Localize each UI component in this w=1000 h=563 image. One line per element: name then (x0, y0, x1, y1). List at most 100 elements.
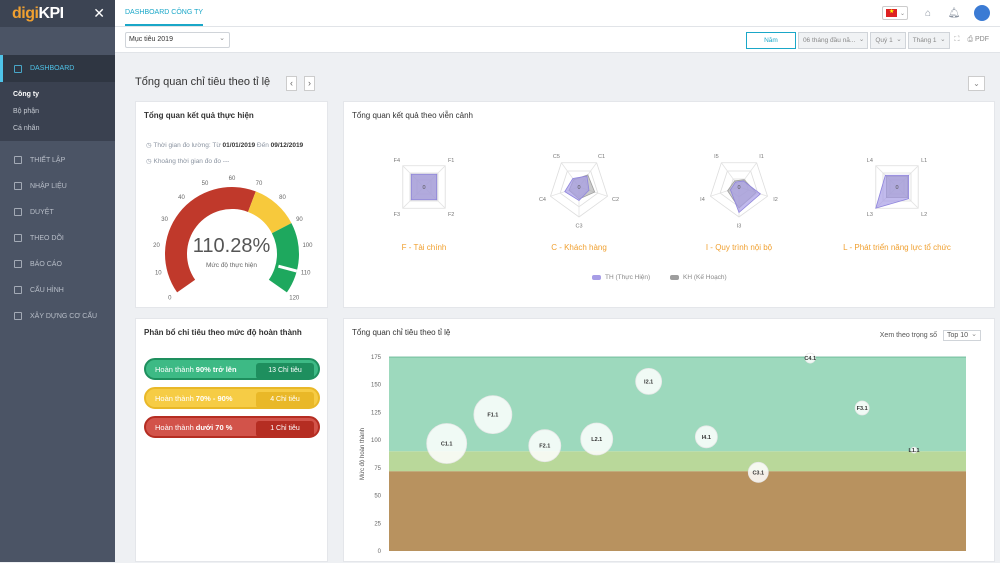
bubble-point (747, 461, 769, 483)
sidebar: digiKPI ✕ DASHBOARD Công ty Bộ phận Cá n… (0, 0, 115, 562)
fullscreen-icon[interactable]: ⛶ (954, 36, 960, 43)
y-tick-label: 150 (371, 383, 382, 389)
org-icon (14, 312, 22, 320)
sidebar-item-structure[interactable]: XÂY DỰNG CƠ CẤU (0, 303, 115, 329)
bubble-label: L2.1 (591, 437, 602, 443)
y-tick-label: 50 (374, 494, 381, 500)
radar-grid (709, 162, 769, 218)
completion-row[interactable]: Hoàn thành 70% - 90% 4 Chỉ tiêu (144, 387, 320, 409)
period-type-button[interactable]: Năm (745, 32, 796, 49)
bubble-point (635, 367, 663, 395)
completion-range: 70% - 90% (195, 393, 233, 403)
radar-series-th (875, 174, 910, 209)
completion-label: Hoàn thành (155, 364, 194, 374)
range-select[interactable]: 06 tháng đầu nă... (797, 32, 869, 49)
subnav-personal[interactable]: Cá nhân (13, 125, 40, 132)
gauge-tick-label: 100 (302, 243, 313, 249)
completion-count: 1 Chỉ tiêu (256, 421, 314, 437)
radar-center-label: 0 (577, 185, 580, 191)
radar-axis-label: L1 (921, 158, 927, 164)
measure-period: ◷ Thời gian đo lường: Từ 01/01/2019 Đến … (146, 142, 304, 149)
section-title: Tổng quan chỉ tiêu theo tỉ lệ (135, 76, 271, 88)
bell-icon[interactable]: 🔔︎ (947, 7, 961, 19)
top-select[interactable]: Top 10 (942, 330, 981, 341)
gauge-tick-label: 70 (256, 181, 263, 187)
gauge-band-green (268, 223, 299, 293)
month-select[interactable]: Tháng 1 (907, 32, 950, 49)
sidebar-item-config[interactable]: CẤU HÌNH (0, 277, 115, 303)
next-arrow-button[interactable]: › (304, 76, 315, 91)
bubble-label: C1.1 (441, 441, 453, 447)
report-icon (14, 260, 22, 268)
gauge-tick-label: 40 (178, 195, 185, 201)
sidebar-item-input[interactable]: NHẬP LIỆU (0, 173, 115, 199)
threshold-band (389, 451, 966, 472)
radar-series-th (564, 175, 590, 202)
legend-swatch (592, 275, 601, 280)
legend-kh: KH (Kế Hoạch) (670, 274, 727, 281)
eye-icon (14, 234, 22, 242)
sidebar-item-dashboard[interactable]: DASHBOARD (0, 55, 115, 82)
completion-row[interactable]: Hoàn thành dưới 70 % 1 Chỉ tiêu (144, 416, 320, 438)
bubble-label: F3.1 (857, 406, 868, 412)
radar-series-th (729, 180, 762, 214)
gauge-card-title: Tổng quan kết quả thực hiện (144, 111, 254, 120)
prev-arrow-button[interactable]: ‹ (286, 76, 297, 91)
bubble-label: C4.1 (804, 356, 816, 362)
y-tick-label: 75 (374, 466, 381, 472)
dashboard-icon (14, 64, 22, 73)
language-select[interactable]: ⌄ (882, 6, 908, 20)
radar-grid (559, 170, 599, 208)
radar-series-th (410, 173, 438, 201)
threshold-band (389, 357, 966, 452)
bubble-point (426, 423, 468, 464)
completion-count: 4 Chỉ tiêu (256, 392, 314, 408)
radar-card-title: Tổng quan kết quả theo viễn cảnh (352, 111, 473, 120)
radar-chart-label: F - Tài chính (401, 243, 447, 252)
pdf-button[interactable]: ⎙ PDF (967, 36, 989, 43)
bubble-label: C3.1 (752, 470, 764, 476)
gauge-tick-label: 30 (161, 217, 168, 223)
close-icon[interactable]: ✕ (93, 5, 105, 21)
radar-axis-label: I1 (759, 154, 764, 160)
collapse-button[interactable]: ⌄ (968, 76, 985, 91)
gauge-tick-label: 60 (229, 176, 236, 182)
gauge-card: Tổng quan kết quả thực hiện ◷ Thời gian … (135, 101, 328, 308)
completion-range: 90% trở lên (195, 364, 237, 374)
subnav-company[interactable]: Công ty (13, 91, 40, 98)
bubble-label: L1.1 (909, 448, 920, 454)
sidebar-item-report[interactable]: BÁO CÁO (0, 251, 115, 277)
sidebar-item-track[interactable]: THEO DÕI (0, 225, 115, 251)
gauge-tick-label: 0 (168, 296, 172, 302)
sidebar-item-approve[interactable]: DUYỆT (0, 199, 115, 225)
home-icon[interactable]: ⌂ (924, 7, 932, 19)
radar-center-label: 0 (422, 185, 425, 191)
sidebar-item-setup[interactable]: THIẾT LẬP (0, 147, 115, 173)
bubble-card: Tổng quan chỉ tiêu theo tỉ lệ Xem theo t… (343, 318, 995, 562)
completion-label: Hoàn thành (155, 422, 194, 432)
y-tick-label: 175 (371, 355, 382, 361)
completion-row[interactable]: Hoàn thành 90% trở lên 13 Chỉ tiêu (144, 358, 320, 380)
top-bar: DASHBOARD CÔNG TY ⌄ ⌂ 🔔︎ (115, 0, 1000, 27)
bubble-label: I4.1 (702, 435, 711, 441)
sort-control: Xem theo trọng số Top 10 (880, 330, 981, 341)
check-icon (14, 208, 22, 216)
gauge-tick-label: 120 (289, 296, 300, 302)
gauge-tick-label: 90 (296, 217, 303, 223)
radar-axis-label: I2 (773, 197, 778, 203)
tab-dashboard-company[interactable]: DASHBOARD CÔNG TY (125, 0, 204, 26)
dashboard-submenu: Công ty Bộ phận Cá nhân (0, 82, 115, 141)
target-select[interactable]: Mục tiêu 2019 (125, 32, 230, 48)
subnav-department[interactable]: Bộ phận (13, 108, 40, 115)
avatar[interactable] (974, 5, 990, 21)
gauge-chart: 0 10 20 30 40 50 60 70 80 90 100 110 120 (153, 176, 313, 302)
radar-grid (549, 162, 609, 218)
gauge-tick-label: 20 (153, 243, 160, 249)
settings-icon (14, 156, 22, 164)
gauge-band-red (165, 187, 256, 293)
quarter-select[interactable]: Quý 1 (870, 32, 906, 49)
radar-axis-label: I5 (714, 154, 719, 160)
bubble-card-title: Tổng quan chỉ tiêu theo tỉ lệ (352, 328, 451, 337)
completion-label: Hoàn thành (155, 393, 194, 403)
y-tick-label: 125 (371, 410, 382, 416)
